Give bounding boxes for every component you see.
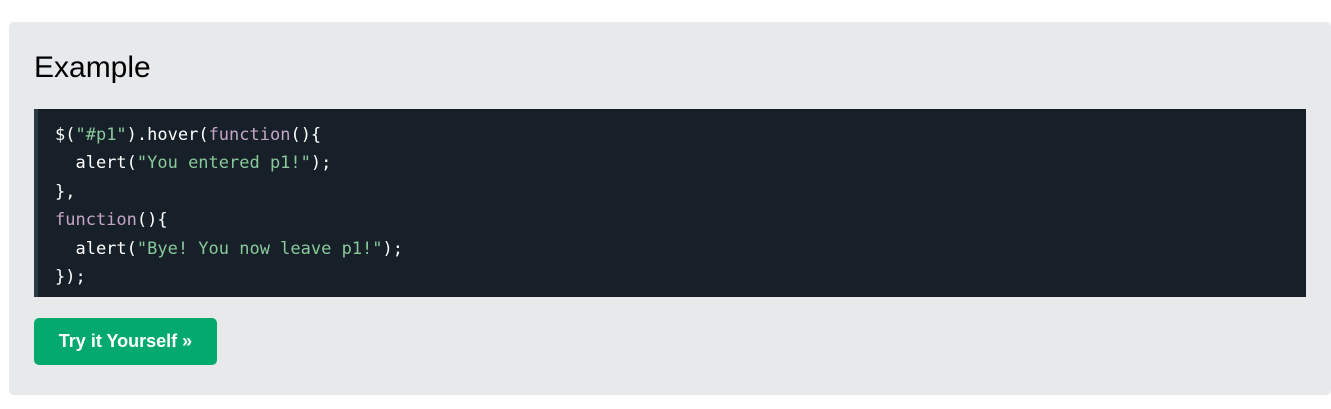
try-it-yourself-button[interactable]: Try it Yourself » (34, 318, 217, 365)
code-text: (){ (136, 210, 168, 231)
code-text: }); (55, 266, 86, 287)
code-line: $("#p1").hover(function(){ (55, 121, 1306, 149)
code-text: ); (382, 238, 404, 259)
code-text: (){ (290, 125, 322, 145)
code-block: $("#p1").hover(function(){ alert("You en… (34, 109, 1306, 297)
code-string: "You entered p1!" (136, 153, 311, 174)
code-text: alert( (55, 238, 137, 259)
code-line: alert("Bye! You now leave p1!"); (55, 235, 1306, 263)
code-text: $( (55, 125, 76, 145)
code-line: }, (55, 178, 1306, 206)
code-string: "Bye! You now leave p1!" (136, 238, 383, 259)
code-text: alert( (55, 153, 137, 174)
code-line: alert("You entered p1!"); (55, 149, 1306, 177)
code-keyword: function (208, 125, 291, 145)
code-keyword: function (55, 210, 137, 231)
example-panel: Example $("#p1").hover(function(){ alert… (9, 22, 1331, 395)
code-line: }); (55, 263, 1306, 291)
code-text: ).hover( (126, 125, 209, 145)
code-string: "#p1" (75, 125, 127, 145)
example-title: Example (34, 51, 151, 84)
code-line: function(){ (55, 206, 1306, 234)
code-text: }, (55, 181, 76, 202)
code-text: ); (310, 153, 332, 174)
